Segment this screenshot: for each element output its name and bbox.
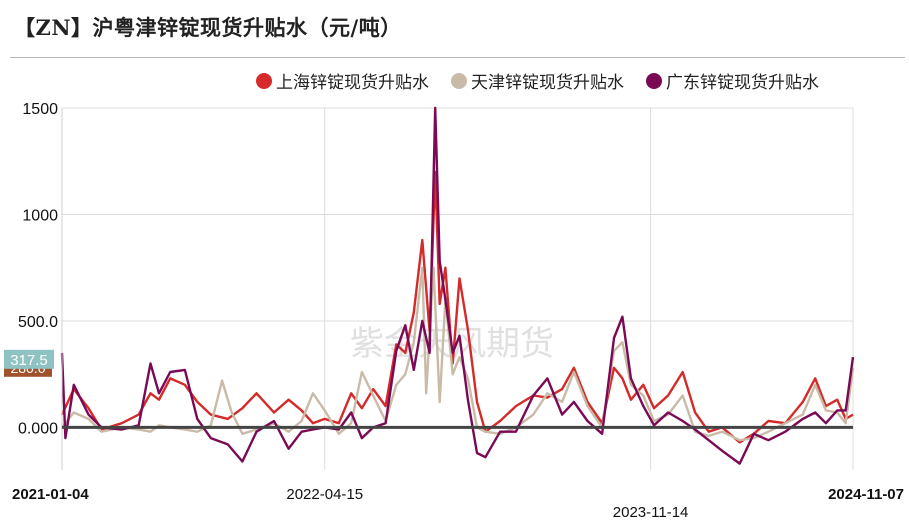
x-tick-label: 2023-11-14 <box>613 504 689 521</box>
legend-label: 天津锌锭现货升贴水 <box>471 73 624 93</box>
y-tick-label: 1500 <box>22 101 58 118</box>
series-lines <box>60 106 855 465</box>
x-tick-label: 2021-01-04 <box>12 486 89 503</box>
legend-marker <box>451 72 467 89</box>
legend-label: 广东锌锭现货升贴水 <box>666 73 819 93</box>
chart-title: 【ZN】沪粤津锌锭现货升贴水（元/吨） <box>14 15 402 40</box>
series-line-0 <box>60 170 854 444</box>
y-tick-label: 500.0 <box>18 314 58 331</box>
legend-marker <box>256 72 272 89</box>
x-tick-label: 2024-11-07 <box>828 486 904 503</box>
value-badge-shanghai <box>4 349 54 369</box>
title-divider <box>10 57 905 58</box>
y-tick-label: 0.000 <box>18 420 58 437</box>
tick-labels: 0.000 500.0 1000 1500 2021-01-04 2022-04-15 20… <box>12 101 904 521</box>
legend-item-0[interactable]: 上海锌锭现货升贴水 <box>256 68 429 93</box>
value-label-shanghai: 317.5 <box>10 352 48 369</box>
legend: 上海锌锭现货升贴水 天津锌锭现货升贴水 广东锌锭现货升贴水 <box>256 68 819 93</box>
legend-marker <box>646 72 662 89</box>
legend-item-2[interactable]: 广东锌锭现货升贴水 <box>646 68 819 93</box>
y-tick-label: 1000 <box>22 207 58 224</box>
axes <box>61 108 853 470</box>
legend-item-1[interactable]: 天津锌锭现货升贴水 <box>451 68 624 93</box>
x-tick-label: 2022-04-15 <box>286 486 363 503</box>
last-value-labels: 280.0317.5 <box>4 349 54 377</box>
legend-label: 上海锌锭现货升贴水 <box>276 73 429 93</box>
series-line-2 <box>60 106 855 465</box>
